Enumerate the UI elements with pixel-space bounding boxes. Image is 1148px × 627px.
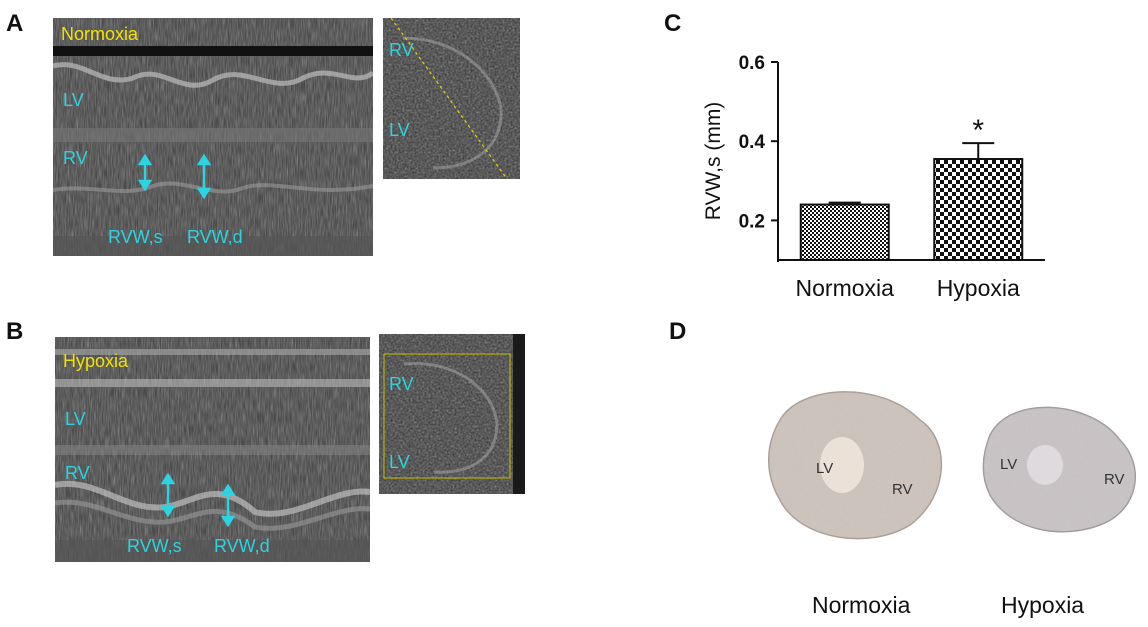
mmode-a-arrows (137, 153, 212, 200)
histology-sections (768, 391, 1137, 540)
y-axis-title: RVW,s (mm) (702, 102, 725, 221)
mmode-a-lv-label: LV (63, 90, 84, 110)
bar-normoxia (799, 203, 890, 261)
significance-marker: * (972, 114, 984, 147)
bmode-b-rv-label: RV (389, 374, 414, 394)
panel-letter-a: A (6, 10, 24, 37)
bmode-texture-hypoxia (379, 334, 525, 494)
histo-normoxia-rv-label: RV (892, 481, 913, 498)
bmode-image-hypoxia: RV LV (379, 334, 525, 494)
histo-normoxia-lv-label: LV (816, 460, 834, 477)
bmode-a-lv-label: LV (389, 120, 410, 140)
bmode-a-rv-label: RV (389, 40, 414, 60)
y-tick-label: 0.6 (739, 53, 765, 74)
panel-letter-b: B (6, 318, 24, 345)
panel-letter-c: C (664, 10, 682, 37)
mmode-b-arrows (160, 472, 236, 528)
category-label: Hypoxia (937, 275, 1020, 301)
panel-letter-d: D (669, 318, 687, 345)
mmode-texture-hypoxia (55, 337, 370, 562)
y-tick-label: 0.4 (739, 132, 766, 153)
mmode-b-rvws-label: RVW,s (127, 536, 182, 556)
mmode-image-hypoxia: Hypoxia LV RV RVW,s RVW,d (55, 337, 370, 562)
panel-a-title: Normoxia (61, 24, 139, 44)
mmode-image-normoxia: Normoxia LV RV RVW,s RVW,d (53, 18, 373, 256)
mmode-b-rvwd-label: RVW,d (214, 536, 270, 556)
mmode-a-rv-label: RV (63, 148, 88, 168)
mmode-texture-normoxia (53, 18, 373, 256)
category-label: Normoxia (796, 275, 895, 301)
panel-b-title: Hypoxia (63, 351, 129, 371)
bar-hypoxia (933, 158, 1024, 262)
bmode-b-lv-label: LV (389, 452, 410, 472)
bmode-image-normoxia: RV LV (383, 18, 520, 179)
histo-normoxia-caption: Normoxia (812, 592, 911, 618)
rvws-bar-chart: 0.2 0.4 0.6 RVW,s (mm) Normoxia Hypoxia * (702, 53, 1045, 301)
histo-hypoxia-caption: Hypoxia (1001, 592, 1085, 618)
normoxia-section (768, 391, 942, 540)
mmode-b-rv-label: RV (65, 463, 90, 483)
mmode-a-rvws-label: RVW,s (108, 227, 163, 247)
bmode-texture-normoxia (383, 18, 520, 179)
histo-hypoxia-lv-label: LV (1000, 456, 1018, 473)
mmode-b-lv-label: LV (65, 409, 86, 429)
mmode-a-rvwd-label: RVW,d (187, 227, 243, 247)
histo-hypoxia-rv-label: RV (1104, 471, 1125, 488)
y-tick-label: 0.2 (739, 211, 765, 232)
